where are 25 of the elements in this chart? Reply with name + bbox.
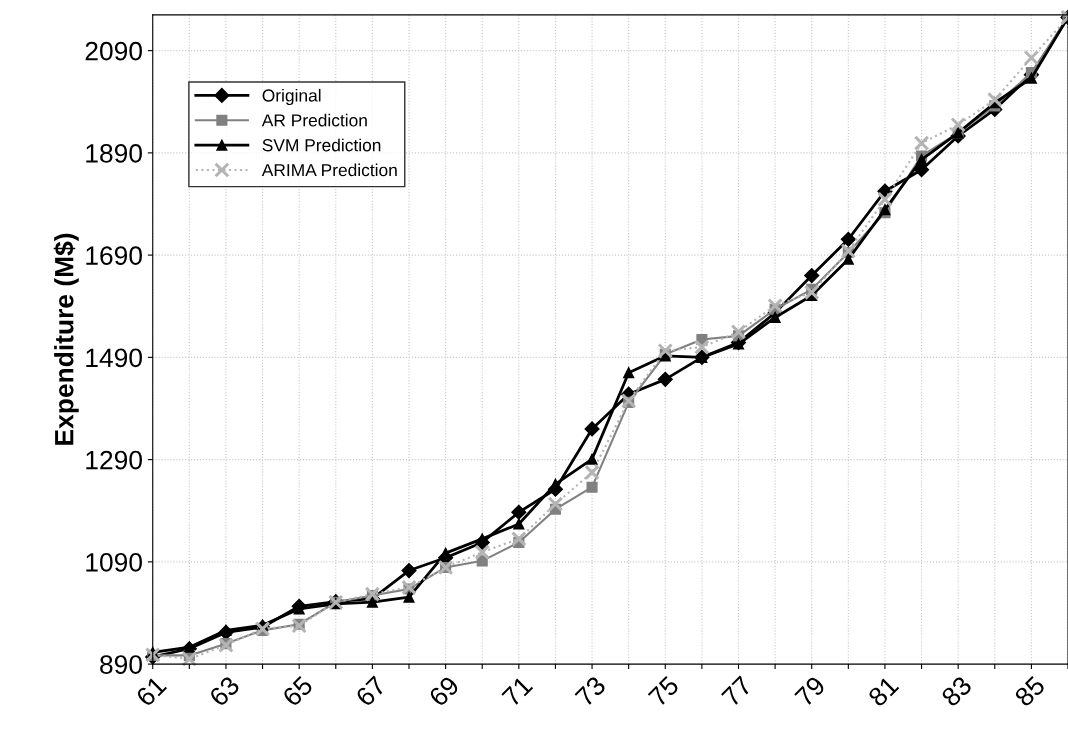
legend-label: SVM Prediction [262, 138, 381, 152]
y-tick-label: 2090 [85, 41, 142, 61]
x-tick-label: 63 [208, 675, 241, 708]
y-tick-label: 1490 [86, 348, 142, 368]
y-tick-label: 1890 [86, 144, 142, 163]
y-tick-label: 890 [100, 655, 142, 674]
x-tick-label: 67 [354, 675, 387, 708]
x-tick-label: 71 [501, 675, 534, 708]
x-tick-label: 69 [427, 675, 461, 708]
x-tick-label: 61 [135, 675, 168, 708]
x-tick-label: 85 [1013, 675, 1046, 708]
legend-label: ARIMA Prediction [261, 163, 397, 177]
y-tick-label: 1090 [86, 552, 142, 572]
x-tick-label: 65 [281, 675, 314, 708]
y-tick-label: 1690 [86, 246, 142, 265]
x-tick-label: 73 [574, 675, 607, 708]
x-tick-label: 83 [940, 675, 973, 708]
legend-label: AR Prediction [261, 113, 367, 127]
x-tick-label: 79 [794, 675, 827, 708]
legend-label: Original [262, 88, 321, 106]
x-tick-label: 77 [721, 675, 753, 708]
x-tick-label: 75 [647, 675, 680, 708]
y-tick-label: 1290 [86, 450, 142, 470]
y-axis-title: Expenditure (M$) [53, 233, 79, 445]
x-tick-label: 81 [867, 675, 900, 708]
